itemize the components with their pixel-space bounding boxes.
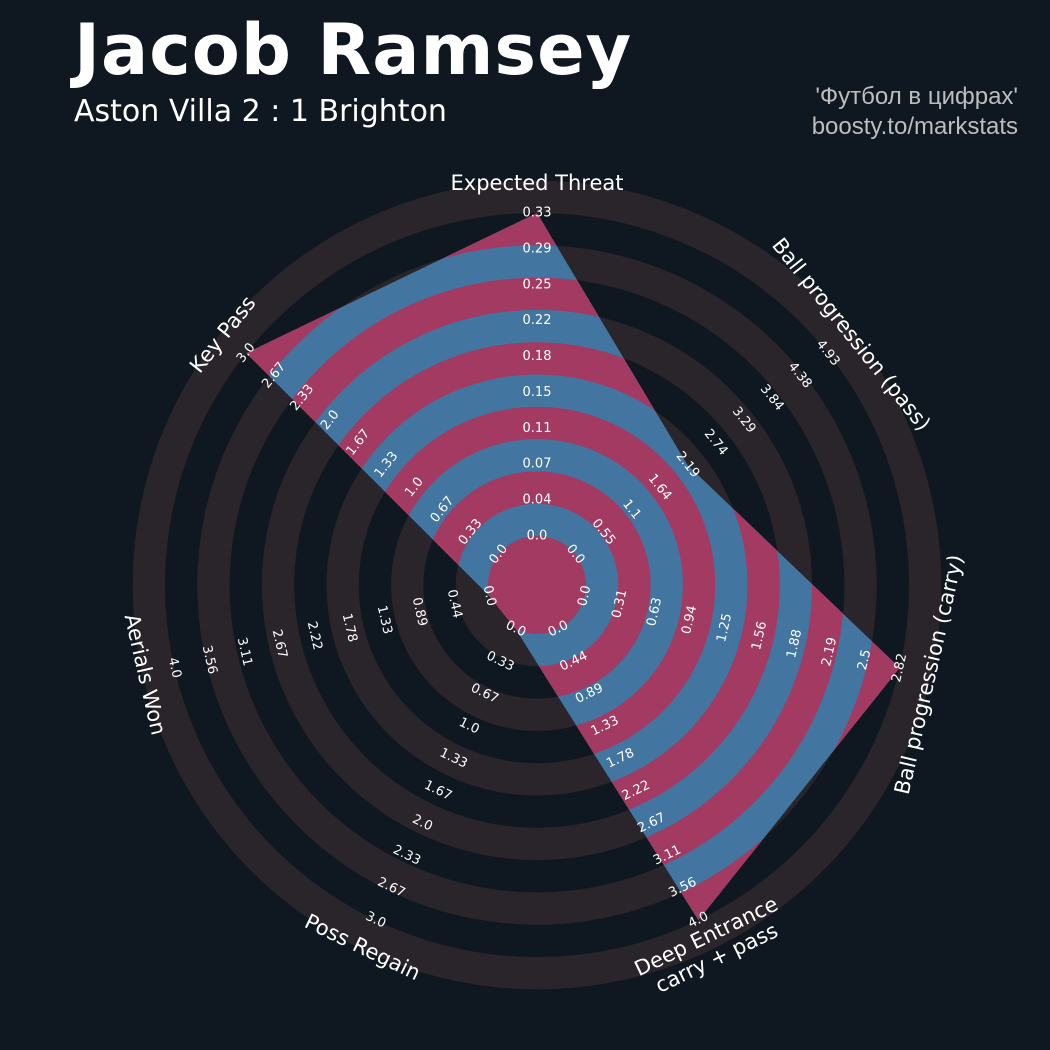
ring-value-label: 2.22 xyxy=(304,620,325,652)
player-name-title: Jacob Ramsey xyxy=(74,9,633,91)
ring-value-label: 2.67 xyxy=(269,628,290,660)
ring-value-label: 0.07 xyxy=(523,457,552,472)
match-score-subtitle: Aston Villa 2 : 1 Brighton xyxy=(74,94,447,129)
ring-value-label: 0.31 xyxy=(609,588,630,620)
ring-value-label: 0.29 xyxy=(523,241,552,256)
polygon-center-band xyxy=(488,536,586,634)
ring-value-label: 1.78 xyxy=(339,612,360,644)
ring-value-label: 0.22 xyxy=(523,313,552,328)
parameter-label: Expected Threat xyxy=(451,171,624,195)
ring-value-label: 0.0 xyxy=(527,529,548,544)
ring-value-label: 0.94 xyxy=(679,604,700,636)
ring-value-label: 1.25 xyxy=(714,612,735,644)
ring-value-label: 0.18 xyxy=(523,349,552,364)
ring-value-label: 1.88 xyxy=(784,628,805,660)
ring-value-label: 0.15 xyxy=(523,385,552,400)
ring-value-label: 0.63 xyxy=(644,596,665,628)
ring-value-label: 3.56 xyxy=(199,644,220,676)
ring-value-label: 0.44 xyxy=(444,588,465,620)
ring-value-label: 1.33 xyxy=(374,604,395,636)
ring-value-label: 1.56 xyxy=(749,620,770,652)
ring-value-label: 0.33 xyxy=(523,206,552,221)
credit-line-brand: 'Футбол в цифрах' xyxy=(815,83,1018,110)
ring-value-label: 2.82 xyxy=(889,652,910,684)
ring-value-label: 4.0 xyxy=(165,656,184,680)
credit-block: 'Футбол в цифрах' boosty.to/markstats xyxy=(812,82,1018,142)
ring-value-label: 2.5 xyxy=(855,648,874,672)
credit-line-url: boosty.to/markstats xyxy=(811,113,1018,140)
ring-value-label: 2.19 xyxy=(819,636,840,668)
ring-value-label: 0.11 xyxy=(523,421,552,436)
ring-value-label: 3.11 xyxy=(234,636,255,668)
ring-value-label: 0.0 xyxy=(575,584,594,608)
ring-value-label: 0.0 xyxy=(480,584,499,608)
ring-value-label: 0.04 xyxy=(523,493,552,508)
ring-value-label: 0.89 xyxy=(409,596,430,628)
ring-value-label: 0.25 xyxy=(523,277,552,292)
